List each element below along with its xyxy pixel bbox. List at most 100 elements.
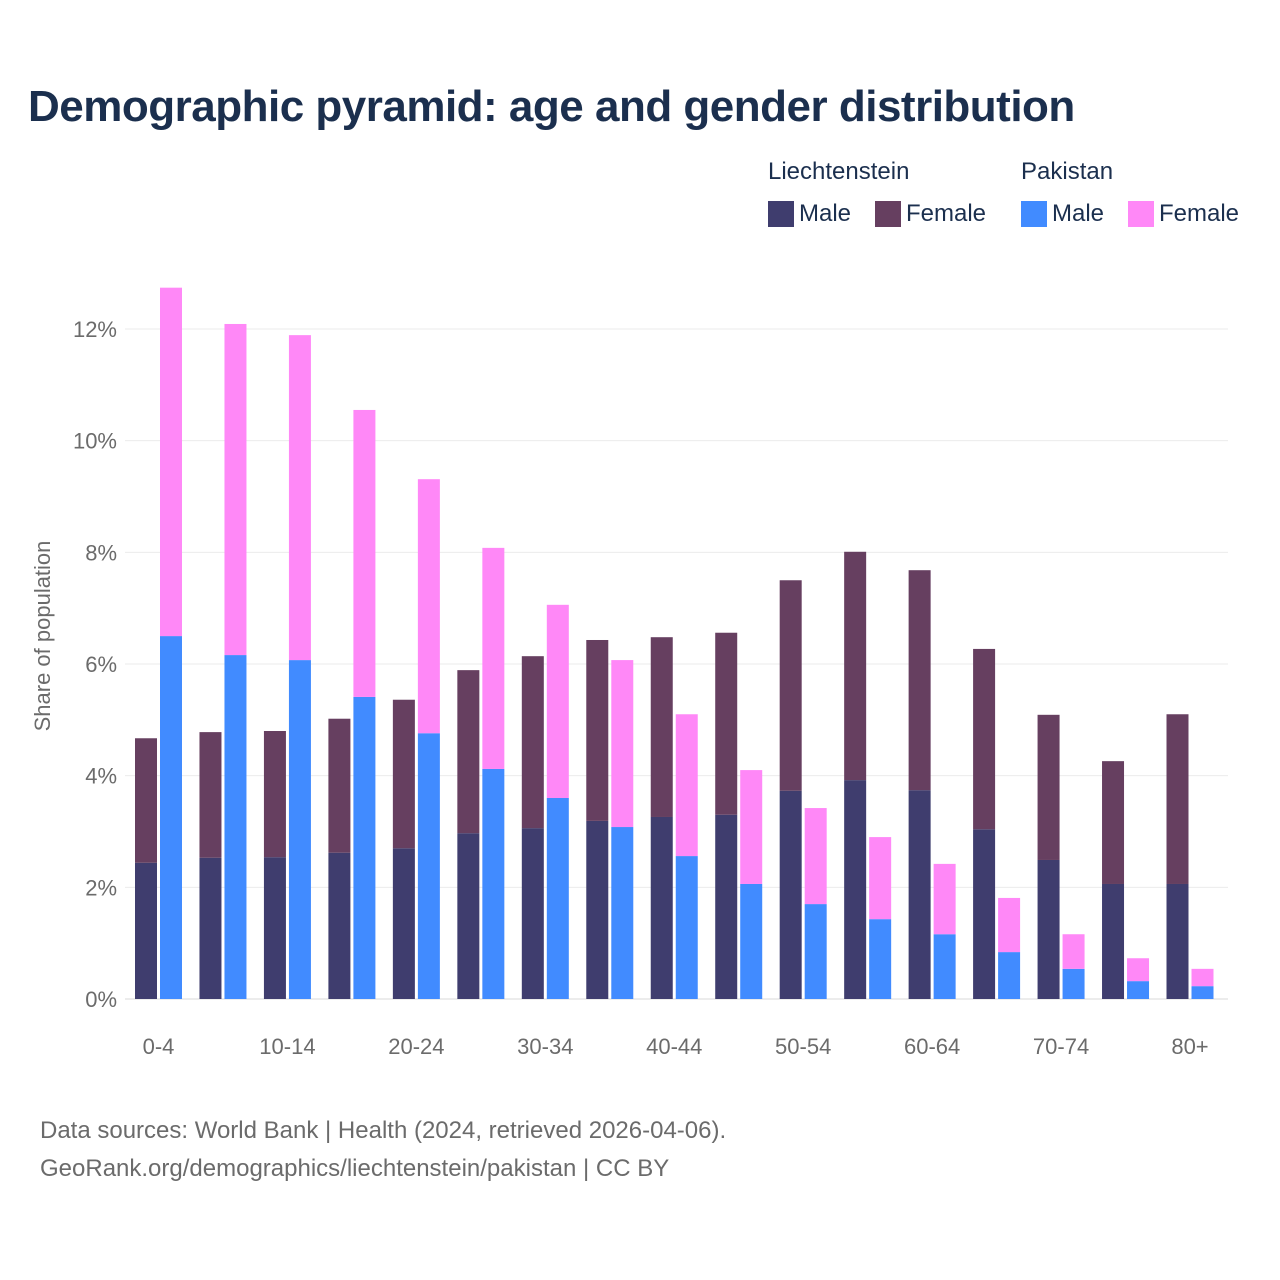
- legend-swatch: [1128, 201, 1154, 227]
- bar-pakistan-male: [1062, 968, 1085, 999]
- legend-label: Female: [906, 200, 987, 227]
- bar-liechtenstein-male: [586, 820, 609, 999]
- legend-item-pakistan-female[interactable]: Female: [1128, 200, 1239, 228]
- bar-liechtenstein-male: [1037, 859, 1060, 999]
- bar-pakistan-male: [611, 827, 634, 999]
- y-tick-label: 8%: [85, 540, 117, 565]
- bar-pakistan-female: [1191, 968, 1214, 987]
- x-tick-label: 0-4: [143, 1034, 175, 1059]
- bar-pakistan-female: [804, 808, 827, 905]
- y-tick-label: 6%: [85, 652, 117, 677]
- bar-liechtenstein-male: [328, 852, 351, 999]
- bar-pakistan-female: [611, 660, 634, 828]
- y-tick-label: 4%: [85, 764, 117, 789]
- bar-pakistan-female: [482, 547, 505, 769]
- bar-pakistan-female: [353, 409, 376, 697]
- bar-pakistan-male: [1191, 986, 1214, 999]
- bar-pakistan-female: [740, 770, 763, 884]
- bar-pakistan-male: [288, 660, 311, 999]
- y-tick-label: 12%: [73, 317, 117, 342]
- legend-item-pakistan-male[interactable]: Male: [1021, 200, 1104, 228]
- legend-item-liechtenstein-female[interactable]: Female: [875, 200, 986, 228]
- bar-liechtenstein-female: [392, 699, 415, 849]
- bar-liechtenstein-female: [586, 639, 609, 821]
- bar-liechtenstein-female: [457, 670, 480, 834]
- bar-liechtenstein-female: [1037, 714, 1060, 860]
- bar-pakistan-male: [998, 952, 1021, 999]
- bar-liechtenstein-female: [715, 632, 738, 815]
- bar-liechtenstein-female: [908, 570, 931, 791]
- legend-group-liechtenstein: Liechtenstein: [768, 158, 910, 185]
- bar-liechtenstein-female: [844, 551, 867, 781]
- bar-pakistan-male: [804, 904, 827, 999]
- x-tick-label: 80+: [1171, 1034, 1208, 1059]
- bar-liechtenstein-male: [908, 790, 931, 999]
- y-tick-label: 2%: [85, 875, 117, 900]
- legend-swatch: [768, 201, 794, 227]
- bar-liechtenstein-female: [650, 637, 673, 817]
- x-tick-label: 30-34: [517, 1034, 573, 1059]
- bar-pakistan-male: [160, 636, 182, 999]
- bar-liechtenstein-male: [715, 814, 738, 999]
- bar-liechtenstein-male: [135, 862, 157, 999]
- y-tick-label: 10%: [73, 429, 117, 454]
- bar-pakistan-female: [288, 335, 311, 661]
- bar-liechtenstein-female: [328, 718, 351, 853]
- y-tick-label: 0%: [85, 987, 117, 1012]
- bar-liechtenstein-female: [779, 580, 802, 791]
- bar-liechtenstein-male: [199, 857, 222, 999]
- bar-pakistan-female: [224, 323, 247, 656]
- bar-pakistan-female: [417, 479, 440, 734]
- x-tick-label: 50-54: [775, 1034, 831, 1059]
- bar-liechtenstein-female: [973, 648, 996, 830]
- bar-pakistan-male: [933, 934, 956, 999]
- bar-pakistan-male: [740, 883, 763, 999]
- bar-liechtenstein-male: [844, 780, 867, 999]
- bar-liechtenstein-female: [1102, 761, 1125, 884]
- bar-pakistan-male: [482, 768, 505, 999]
- bar-pakistan-female: [1062, 934, 1085, 969]
- bar-liechtenstein-male: [650, 816, 673, 999]
- legend-swatch: [1021, 201, 1047, 227]
- bar-pakistan-male: [224, 655, 247, 999]
- x-tick-label: 20-24: [388, 1034, 444, 1059]
- x-tick-label: 60-64: [904, 1034, 960, 1059]
- y-axis-label: Share of population: [30, 541, 55, 732]
- bar-pakistan-male: [546, 798, 569, 999]
- bar-pakistan-male: [417, 733, 440, 999]
- legend-label: Male: [1052, 200, 1105, 227]
- legend-item-liechtenstein-male[interactable]: Male: [768, 200, 851, 228]
- bar-liechtenstein-male: [1102, 883, 1125, 999]
- bar-liechtenstein-female: [135, 738, 157, 863]
- legend-swatch: [875, 201, 901, 227]
- legend-label: Male: [799, 200, 852, 227]
- bar-liechtenstein-male: [392, 848, 415, 999]
- bar-pakistan-female: [1127, 958, 1150, 982]
- bar-pakistan-female: [160, 287, 182, 637]
- x-tick-label: 40-44: [646, 1034, 702, 1059]
- legend-label: Female: [1159, 200, 1240, 227]
- bar-pakistan-female: [998, 897, 1021, 953]
- bar-pakistan-female: [546, 604, 569, 798]
- bar-liechtenstein-male: [263, 857, 286, 999]
- bar-liechtenstein-male: [457, 833, 480, 999]
- bar-pakistan-female: [675, 714, 698, 857]
- bar-pakistan-male: [1127, 981, 1150, 999]
- bar-liechtenstein-female: [1166, 714, 1189, 884]
- chart-title: Demographic pyramid: age and gender dist…: [28, 82, 1075, 131]
- bar-pakistan-female: [933, 863, 956, 935]
- x-tick-label: 10-14: [259, 1034, 315, 1059]
- bar-liechtenstein-female: [263, 731, 286, 858]
- bar-pakistan-male: [353, 696, 376, 999]
- x-tick-label: 70-74: [1033, 1034, 1089, 1059]
- bar-pakistan-male: [675, 856, 698, 999]
- bar-liechtenstein-female: [521, 656, 544, 829]
- bar-liechtenstein-male: [973, 829, 996, 999]
- bar-liechtenstein-male: [1166, 883, 1189, 999]
- footer-link[interactable]: GeoRank.org/demographics/liechtenstein/p…: [40, 1155, 670, 1182]
- bar-pakistan-female: [869, 837, 892, 920]
- bar-liechtenstein-male: [521, 828, 544, 999]
- bar-liechtenstein-male: [779, 790, 802, 999]
- legend-group-pakistan: Pakistan: [1021, 158, 1114, 185]
